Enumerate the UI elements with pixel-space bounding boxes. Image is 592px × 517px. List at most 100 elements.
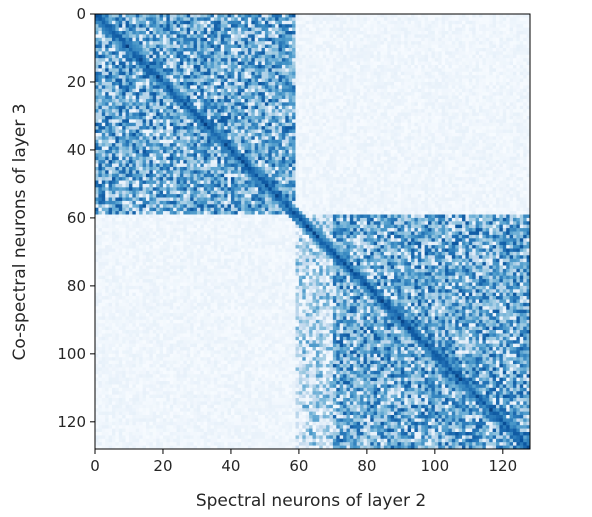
heatmap-cell bbox=[397, 68, 402, 73]
heatmap-cell bbox=[227, 30, 232, 35]
heatmap-cell bbox=[465, 112, 470, 117]
heatmap-cell bbox=[441, 17, 446, 22]
heatmap-cell bbox=[98, 68, 103, 73]
heatmap-cell bbox=[455, 115, 459, 120]
heatmap-cell bbox=[417, 71, 422, 76]
heatmap-cell bbox=[288, 37, 293, 42]
heatmap-cell bbox=[156, 44, 160, 49]
heatmap-cell bbox=[349, 136, 354, 141]
heatmap-cell bbox=[292, 129, 296, 134]
heatmap-cell bbox=[115, 27, 120, 32]
heatmap-cell bbox=[509, 115, 514, 120]
heatmap-cell bbox=[111, 61, 116, 66]
heatmap-cell bbox=[183, 115, 188, 120]
heatmap-cell bbox=[360, 95, 364, 100]
heatmap-cell bbox=[400, 112, 405, 117]
heatmap-cell bbox=[458, 122, 463, 127]
heatmap-cell bbox=[377, 136, 381, 141]
heatmap-cell bbox=[475, 75, 480, 79]
heatmap-cell bbox=[407, 105, 412, 110]
heatmap-cell bbox=[217, 61, 222, 66]
heatmap-cell bbox=[251, 112, 256, 117]
heatmap-cell bbox=[519, 34, 524, 39]
heatmap-cell bbox=[428, 129, 432, 134]
heatmap-cell bbox=[105, 81, 109, 86]
heatmap-cell bbox=[203, 102, 208, 107]
heatmap-cell bbox=[312, 64, 317, 69]
heatmap-cell bbox=[516, 85, 521, 90]
heatmap-cell bbox=[111, 47, 116, 52]
heatmap-cell bbox=[203, 37, 208, 42]
heatmap-cell bbox=[298, 122, 303, 127]
heatmap-cell bbox=[455, 44, 459, 49]
heatmap-cell bbox=[349, 20, 354, 25]
heatmap-cell bbox=[292, 14, 296, 18]
heatmap-cell bbox=[162, 47, 167, 52]
heatmap-cell bbox=[492, 54, 497, 59]
heatmap-cell bbox=[492, 95, 497, 100]
heatmap-cell bbox=[455, 34, 459, 39]
heatmap-cell bbox=[438, 112, 442, 117]
heatmap-cell bbox=[526, 112, 531, 117]
heatmap-cell bbox=[343, 20, 347, 25]
heatmap-cell bbox=[98, 126, 103, 130]
heatmap-cell bbox=[173, 14, 177, 18]
heatmap-cell bbox=[502, 109, 507, 113]
heatmap-cell bbox=[275, 139, 279, 144]
heatmap-cell bbox=[319, 68, 324, 73]
heatmap-cell bbox=[196, 132, 201, 137]
heatmap-cell bbox=[424, 95, 429, 100]
heatmap-cell bbox=[349, 81, 354, 86]
heatmap-cell bbox=[156, 136, 160, 141]
heatmap-cell bbox=[264, 47, 269, 52]
heatmap-cell bbox=[162, 24, 167, 28]
heatmap-cell bbox=[390, 27, 395, 32]
heatmap-cell bbox=[251, 34, 256, 39]
heatmap-cell bbox=[482, 54, 487, 59]
heatmap-cell bbox=[380, 37, 385, 42]
heatmap-cell bbox=[258, 58, 262, 62]
heatmap-cell bbox=[230, 30, 235, 35]
heatmap-cell bbox=[445, 143, 449, 147]
heatmap-cell bbox=[241, 61, 245, 66]
heatmap-cell bbox=[152, 30, 157, 35]
heatmap-cell bbox=[428, 41, 432, 45]
heatmap-cell bbox=[271, 64, 276, 69]
heatmap-cell bbox=[458, 51, 463, 56]
heatmap-cell bbox=[526, 143, 531, 147]
heatmap-cell bbox=[183, 112, 188, 117]
heatmap-cell bbox=[118, 34, 123, 39]
heatmap-cell bbox=[122, 136, 126, 141]
heatmap-cell bbox=[431, 129, 436, 134]
heatmap-cell bbox=[268, 30, 273, 35]
heatmap-cell bbox=[220, 51, 225, 56]
heatmap-cell bbox=[516, 20, 521, 25]
heatmap-cell bbox=[224, 27, 228, 32]
heatmap-cell bbox=[302, 47, 307, 52]
heatmap-cell bbox=[292, 112, 296, 117]
heatmap-cell bbox=[139, 44, 143, 49]
heatmap-cell bbox=[122, 132, 126, 137]
heatmap-cell bbox=[159, 95, 164, 100]
heatmap-cell bbox=[509, 109, 514, 113]
heatmap-cell bbox=[101, 71, 106, 76]
heatmap-cell bbox=[424, 126, 429, 130]
heatmap-cell bbox=[105, 126, 109, 130]
heatmap-cell bbox=[397, 88, 402, 93]
heatmap-cell bbox=[196, 78, 201, 83]
heatmap-cell bbox=[370, 115, 375, 120]
heatmap-cell bbox=[407, 47, 412, 52]
heatmap-cell bbox=[516, 30, 521, 35]
heatmap-cell bbox=[190, 61, 194, 66]
heatmap-cell bbox=[210, 119, 215, 124]
heatmap-cell bbox=[213, 126, 218, 130]
heatmap-cell bbox=[428, 58, 432, 62]
heatmap-cell bbox=[496, 122, 500, 127]
heatmap-cell bbox=[322, 27, 327, 32]
heatmap-cell bbox=[98, 54, 103, 59]
heatmap-cell bbox=[145, 109, 150, 113]
heatmap-cell bbox=[295, 37, 300, 42]
heatmap-cell bbox=[349, 112, 354, 117]
heatmap-cell bbox=[431, 112, 436, 117]
heatmap-cell bbox=[217, 95, 222, 100]
